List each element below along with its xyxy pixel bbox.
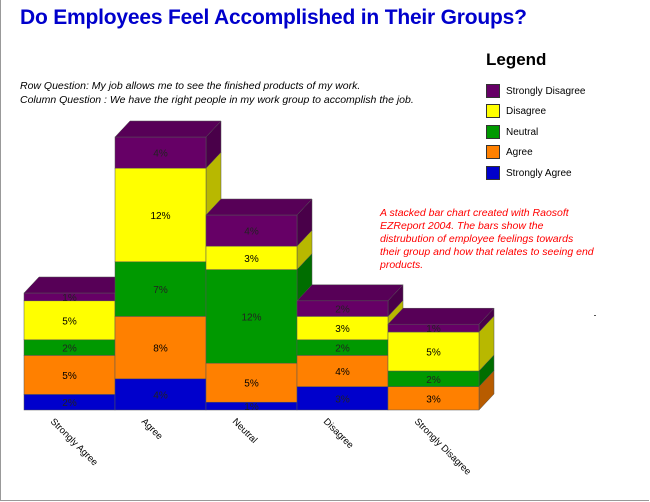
bar-segment-neutral-strongly-disagree [205,214,298,247]
legend-item-agree: Agree [486,144,533,160]
data-label: 5% [62,316,77,327]
legend-swatch [486,166,500,180]
bar-top-strongly-agree [23,276,131,294]
bar-segment-agree-strongly-disagree [114,136,207,169]
row-question: Row Question: My job allows me to see th… [20,80,361,92]
data-label: 3% [426,394,441,405]
column-question: Column Question : We have the right peop… [20,94,414,106]
data-label: 12% [150,211,170,222]
bar-segment-strongly-disagree-disagree [387,331,480,372]
legend-item-strongly-agree: Strongly Agree [486,165,572,181]
legend-item-disagree: Disagree [486,103,546,119]
data-label: 2% [426,375,441,386]
data-label: 12% [241,312,261,323]
category-label-agree: Agree [139,416,165,442]
category-label-disagree: Disagree [321,416,356,451]
legend-swatch [486,84,500,98]
bar-segment-neutral-neutral [205,269,298,364]
bar-segment-neutral-agree [205,362,298,403]
data-label: 2% [62,398,77,409]
data-label: 4% [153,149,168,160]
category-label-strongly-disagree: Strongly Disagree [412,416,473,477]
data-label: 3% [335,394,350,405]
data-label: 1% [426,324,441,335]
data-label: 3% [335,324,350,335]
bar-strongly-disagree: 3% 2% 5% 1% [387,307,495,411]
legend-label: Disagree [506,105,547,117]
bar-top-agree [114,120,222,138]
legend-title: Legend [486,50,547,69]
legend-item-neutral: Neutral [486,124,538,140]
legend-swatch [486,145,500,159]
data-label: 4% [153,390,168,401]
bar-top-neutral [205,198,313,216]
data-label: 5% [62,371,77,382]
legend-label: Strongly Disagree [506,85,586,97]
bar-segment-disagree-agree [296,355,389,387]
bar-segment-agree-agree [114,316,207,380]
data-label: 5% [244,379,259,390]
bar-segment-agree-strongly-agree [114,378,207,411]
bar-segment-agree-neutral [114,261,207,317]
legend-swatch [486,104,500,118]
data-label: 2% [335,305,350,316]
data-label: 1% [62,293,77,304]
legend-swatch [486,125,500,139]
data-label: 2% [335,344,350,355]
data-label: 1% [244,402,259,413]
data-label: 7% [153,285,168,296]
stray-mark [594,315,596,316]
bar-strongly-agree: 2% 5% 2% 5% 1% [23,276,131,411]
bar-segment-strongly-agree-disagree [23,300,116,341]
legend-label: Agree [506,146,533,158]
data-label: 5% [426,348,441,359]
data-label: 2% [62,344,77,355]
category-label-neutral: Neutral [230,416,259,445]
chart-title: Do Employees Feel Accomplished in Their … [20,6,527,29]
legend-item-strongly-disagree: Strongly Disagree [486,83,585,99]
data-label: 8% [153,344,168,355]
bar-top-disagree [296,284,404,302]
data-label: 4% [244,227,259,238]
category-label-strongly-agree: Strongly Agree [48,416,100,468]
data-label: 4% [335,367,350,378]
bar-segment-agree-disagree [114,167,207,263]
bar-agree: 4% 8% 7% 12% 4% [114,120,222,411]
chart-annotation: A stacked bar chart created with Raosoft… [380,207,594,271]
data-label: 3% [244,254,259,265]
bar-disagree: 3% 4% 2% 3% 2% [296,284,404,411]
legend-label: Strongly Agree [506,167,572,179]
bar-neutral: 1% 5% 12% 3% 4% [205,198,313,413]
legend-label: Neutral [506,126,539,138]
bar-top-strongly-disagree [387,307,495,325]
